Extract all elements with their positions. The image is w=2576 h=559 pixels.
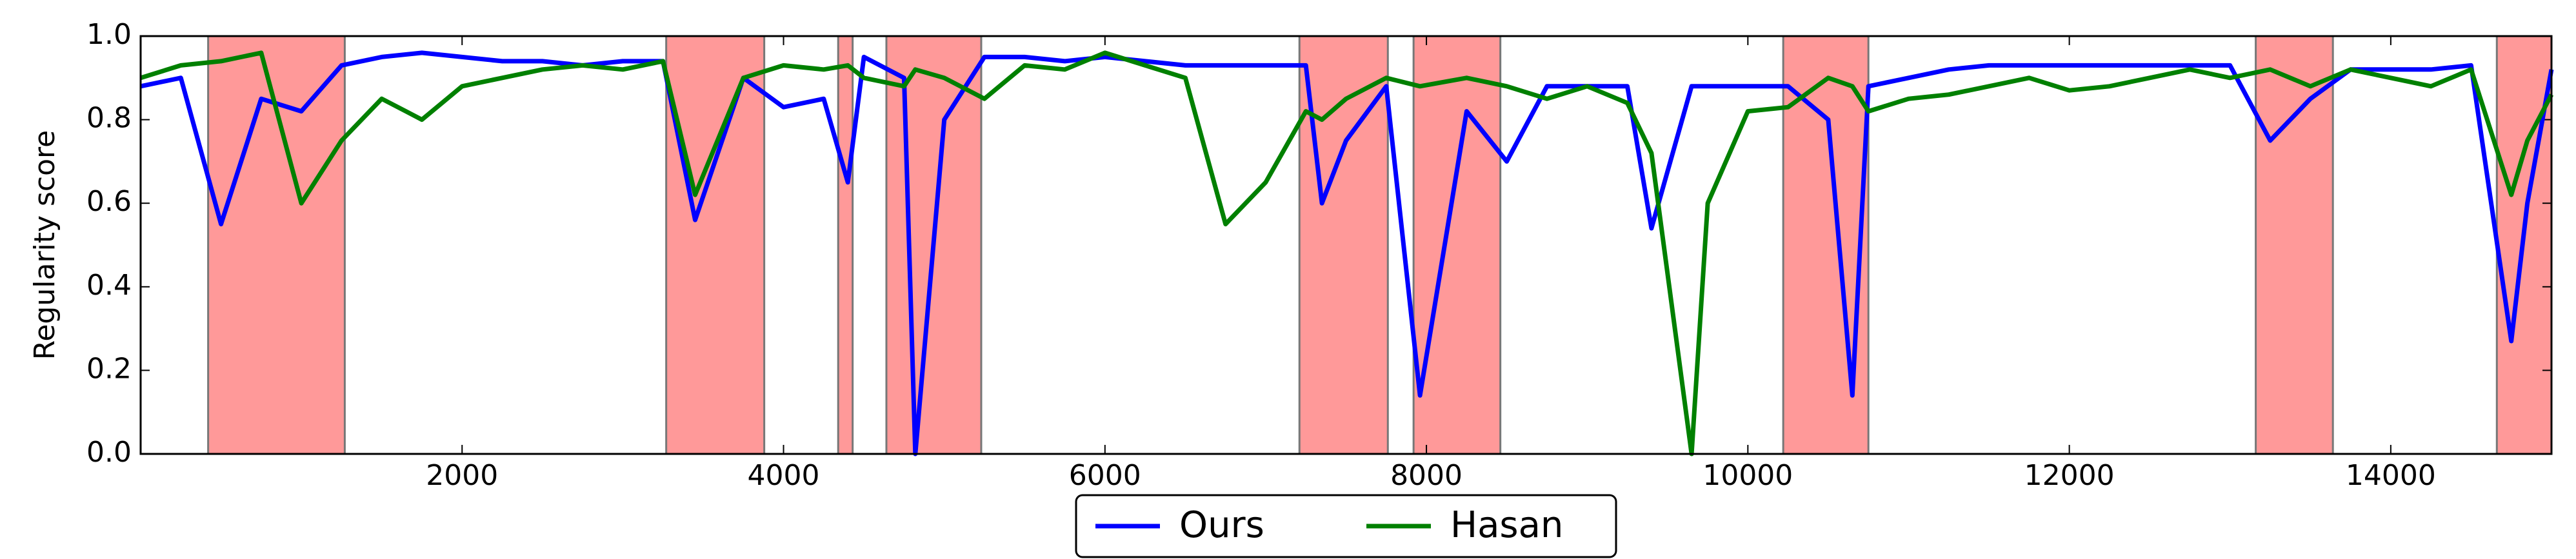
series-line <box>139 50 2554 456</box>
shaded-region <box>665 35 766 455</box>
shaded-region <box>1412 35 1502 455</box>
shaded-region <box>2255 35 2334 455</box>
x-tick-label: 4000 <box>748 459 820 492</box>
y-tick-label: 0.4 <box>86 269 132 302</box>
x-tick-label: 8000 <box>1390 459 1463 492</box>
legend-box <box>1075 494 1617 558</box>
legend-label: Hasan <box>1450 504 1563 546</box>
x-tick-label: 12000 <box>2024 459 2115 492</box>
plot-frame <box>139 35 2553 455</box>
y-tick-label: 0.6 <box>86 185 132 218</box>
y-tick-label: 1.0 <box>86 18 132 51</box>
y-tick-label: 0.2 <box>86 352 132 385</box>
x-tick-label: 6000 <box>1069 459 1141 492</box>
y-axis-label: Regularity score <box>28 130 61 360</box>
y-tick-label: 0.0 <box>86 436 132 469</box>
x-tick-label: 2000 <box>426 459 498 492</box>
legend-label: Ours <box>1179 504 1264 546</box>
shaded-region <box>837 35 854 455</box>
shaded-region <box>207 35 346 455</box>
y-tick-label: 0.8 <box>86 102 132 135</box>
x-tick-label: 10000 <box>1702 459 1793 492</box>
x-tick-label: 14000 <box>2346 459 2436 492</box>
